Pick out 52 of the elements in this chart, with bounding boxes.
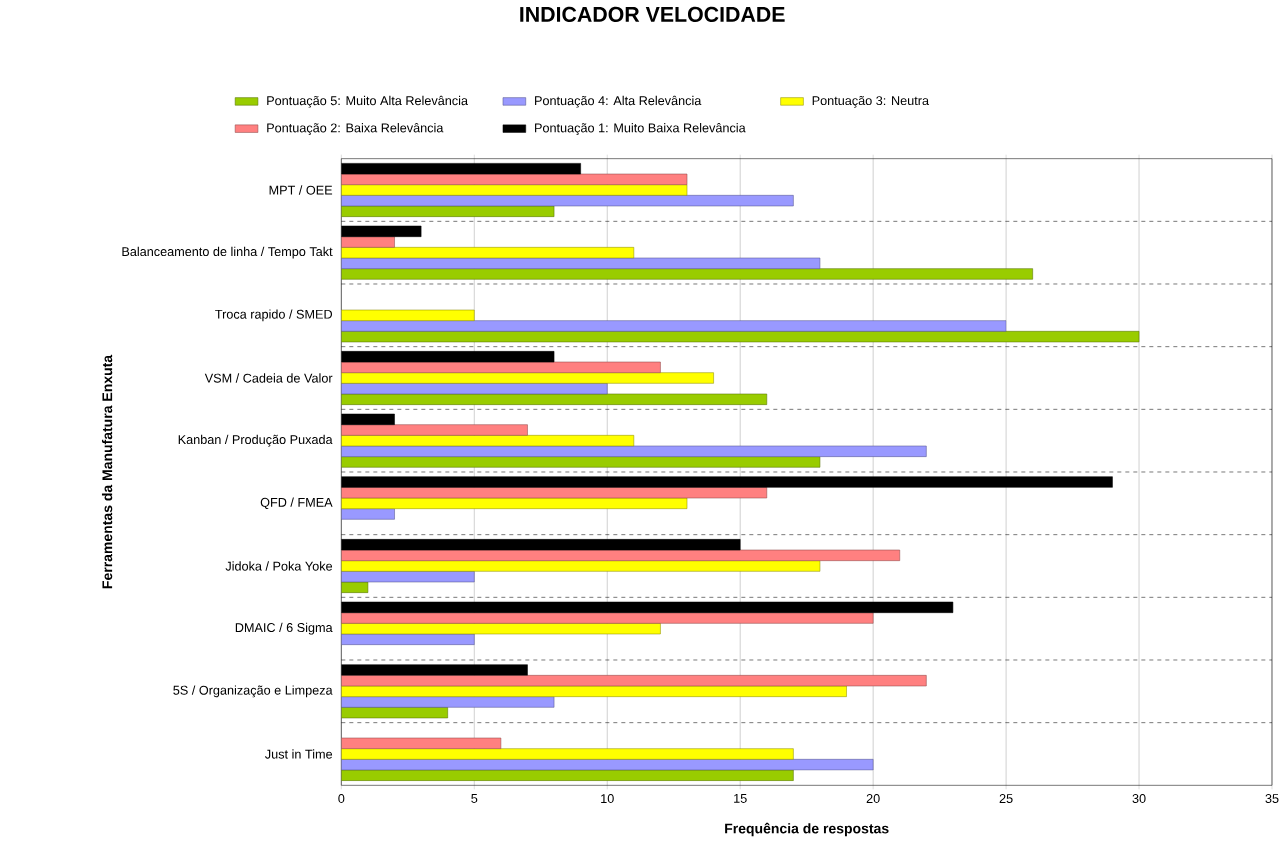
y-axis-title: Ferramentas da Manufatura Enxuta — [101, 354, 113, 589]
legend-label: Pontuação 3: Neutra — [812, 95, 930, 108]
chart-title: INDICADOR VELOCIDADE — [520, 6, 785, 22]
x-tick-label: 20 — [866, 794, 880, 804]
bar — [341, 696, 555, 708]
bar — [341, 184, 688, 196]
bar — [341, 393, 768, 405]
x-tick-label: 25 — [999, 794, 1013, 804]
y-tick-label: Troca rapido / SMED — [215, 309, 333, 322]
bar — [341, 236, 395, 248]
bar — [341, 309, 475, 321]
bar — [341, 748, 794, 760]
x-tick-label: 15 — [734, 794, 747, 803]
x-axis-title: Frequência de respostas — [725, 822, 889, 837]
x-tick-label: 30 — [1132, 794, 1146, 804]
legend-label: Pontuação 4: Alta Relevância — [535, 95, 702, 108]
legend-label: Pontuação 2: Baixa Relevância — [267, 123, 444, 135]
bar — [341, 372, 714, 384]
y-tick-label: Kanban / Produção Puxada — [178, 434, 333, 447]
bar — [341, 612, 874, 624]
bar — [341, 759, 874, 771]
x-tick-label: 35 — [1265, 794, 1279, 804]
y-tick-label: MPT / OEE — [269, 185, 333, 195]
y-tick-label: VSM / Cadeia de Valor — [204, 373, 333, 383]
bar — [341, 435, 635, 447]
legend-label: Pontuação 5: Muito Alta Relevância — [267, 95, 469, 108]
bar — [341, 707, 448, 719]
bar — [341, 623, 661, 635]
y-tick-label: QFD / FMEA — [260, 497, 333, 510]
legend-label: Pontuação 1: Muito Baixa Relevância — [535, 123, 746, 135]
y-tick-label: Balanceamento de linha / Tempo Takt — [122, 246, 333, 259]
x-tick-label: 10 — [601, 794, 614, 804]
bar — [341, 424, 528, 436]
y-tick-label: Jidoka / Poka Yoke — [225, 561, 333, 571]
x-tick-label: 5 — [471, 794, 478, 803]
bar — [341, 331, 1140, 343]
bar — [341, 383, 608, 395]
bar — [341, 247, 635, 259]
bar — [341, 560, 821, 572]
y-tick-label: 5S / Organização e Limpeza — [173, 685, 333, 698]
bar — [341, 456, 821, 468]
bar — [341, 581, 369, 593]
y-tick-label: DMAIC / 6 Sigma — [235, 622, 333, 635]
bar — [341, 445, 927, 457]
bar — [341, 195, 794, 207]
bar — [341, 268, 1033, 280]
bar — [341, 320, 1007, 332]
bar — [341, 508, 395, 520]
bar — [341, 257, 821, 269]
x-tick-label: 0 — [338, 794, 345, 804]
bar — [341, 571, 475, 583]
y-tick-label: Just in Time — [265, 749, 333, 759]
